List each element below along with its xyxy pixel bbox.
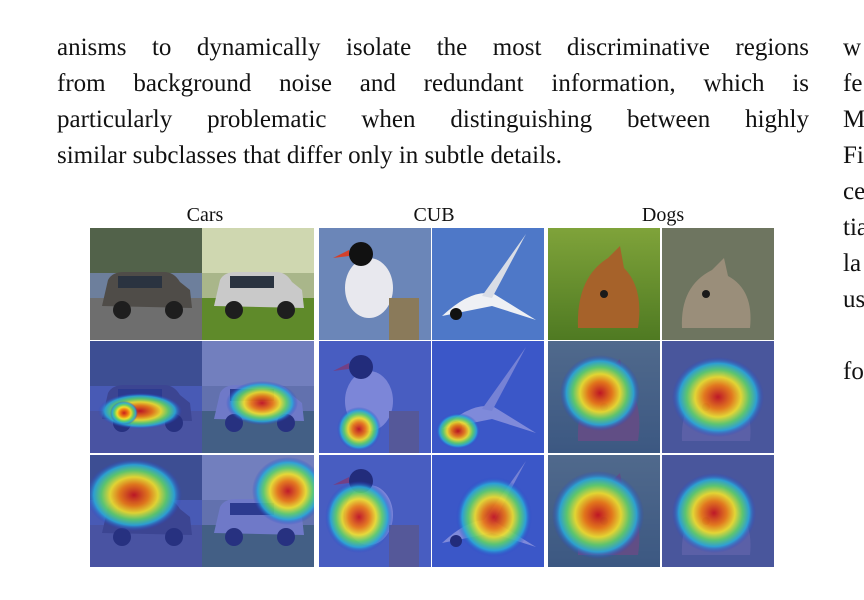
figure-column-label-cars: Cars — [186, 204, 224, 226]
fragment-line: tia — [843, 214, 864, 241]
attention-heatmap — [90, 455, 202, 567]
car-photo — [202, 228, 314, 340]
fragment-line: Fi — [843, 142, 864, 169]
fragment-line: fe — [843, 70, 863, 97]
paragraph-line: from background noise and redundant info… — [57, 70, 809, 97]
fragment-line: w — [843, 34, 862, 61]
attention-heatmap — [202, 455, 314, 567]
fragment-line: ce — [843, 178, 864, 205]
fragment-line: M — [843, 106, 864, 133]
attention-heatmap — [319, 341, 431, 453]
attention-heatmap — [319, 455, 431, 567]
body-paragraph: anisms to dynamically isolate the most d… — [57, 30, 809, 174]
attention-heatmap — [548, 341, 660, 453]
dog-photo — [548, 228, 660, 340]
fragment-line: us — [843, 286, 864, 313]
figure-column-label-cub: CUB — [413, 204, 455, 226]
car-photo — [90, 228, 202, 340]
right-column-fragment: w fe M Fi ce tia la us fo — [843, 30, 864, 390]
attention-heatmap — [662, 455, 774, 567]
bird-photo — [319, 228, 431, 340]
paragraph-line: anisms to dynamically isolate the most d… — [57, 34, 809, 61]
attention-heatmap — [432, 341, 544, 453]
dog-photo — [662, 228, 774, 340]
attention-heatmap — [548, 455, 660, 567]
attention-heatmap — [662, 341, 774, 453]
attention-heatmap — [202, 341, 314, 453]
figure-column-label-dogs: Dogs — [641, 204, 685, 226]
paragraph-line: similar subclasses that differ only in s… — [57, 142, 563, 169]
fragment-line: la — [843, 250, 862, 277]
paragraph-line: particularly problematic when distinguis… — [57, 106, 809, 133]
attention-figure-grid — [90, 228, 776, 568]
attention-heatmap — [90, 341, 202, 453]
attention-heatmap — [432, 455, 544, 567]
fragment-line: fo — [843, 358, 864, 385]
bird-photo — [432, 228, 544, 340]
